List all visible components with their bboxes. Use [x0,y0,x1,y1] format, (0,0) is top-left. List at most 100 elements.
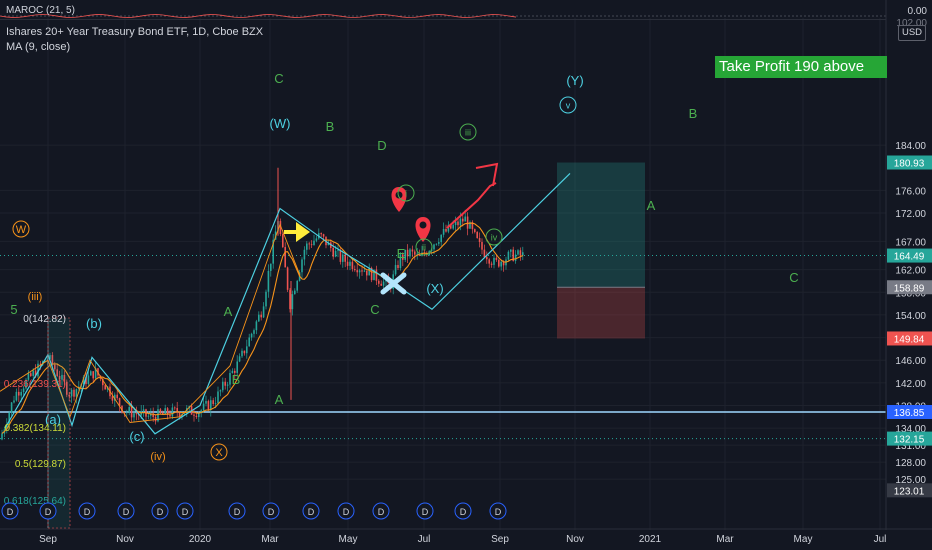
candle-body [37,363,39,377]
candle-body [409,249,411,257]
candle-body [6,424,8,430]
dividend-marker [1,502,19,520]
price-tick: 167.00 [895,237,926,248]
fib-label: 0.5(129.87) [15,459,66,470]
candle-body [510,249,512,252]
candle-body [142,409,145,412]
dividend-marker [372,502,390,520]
candle-body [380,283,382,286]
wave-label: A [275,392,284,407]
candle-body [104,385,106,390]
red-arrowhead-icon [475,162,499,187]
candle-body [279,221,282,235]
candle-body [116,394,118,399]
take-profit-zone [557,162,645,288]
dividend-marker-label: D [268,507,275,517]
candle-body [495,257,498,260]
dividend-marker-label: D [123,507,130,517]
candle-body [68,394,70,397]
red-trend-arrow [446,182,497,229]
indicator-line [0,14,517,18]
fib-label: 0.236(139.31) [4,379,66,390]
candle-body [411,249,414,252]
time-tick: 2020 [189,534,212,545]
candle-body [267,270,270,292]
candle-body [368,267,370,276]
candle-body [126,412,128,414]
wave-label: (iii) [28,291,43,303]
indicator-pane [0,14,886,20]
wave-label: (c) [129,429,144,444]
candle-body [493,257,495,265]
price-tag [887,483,932,498]
wave-labels: 5 C B D A B A C E A B C (iii) (iv) W X (b) (a) (c) (W) (X) (Y… [4,71,799,507]
candle-body [462,218,464,222]
dividend-marker [176,502,194,520]
wave-label: D [377,138,386,153]
wave-circle [459,123,477,141]
candle-body [164,408,166,415]
wave-line-orange [0,223,301,423]
candle-body [202,403,205,411]
wave-circle [415,238,433,256]
candle-body [310,244,313,246]
candle-body [334,250,337,257]
candle-body [262,306,265,318]
price-tick: 162.00 [895,266,926,277]
candle-body [344,254,346,262]
candle-body [438,242,440,244]
candle-body [349,261,351,266]
candle-body [358,270,361,273]
dividend-marker [228,502,246,520]
location-pin-icon [415,217,431,242]
location-pin-icon [391,187,407,212]
candle-body [337,250,339,252]
candle-body [454,221,457,226]
location-pin-hole [395,191,403,199]
candle-body [183,413,186,415]
candle-body [498,259,500,267]
candle-body [284,247,286,268]
price-tag [887,280,932,295]
candle-body [301,259,303,273]
candle-body [147,415,150,417]
candle-body [303,249,306,260]
candle-body [440,234,442,243]
drawings [0,162,571,530]
candle-body [241,350,243,357]
time-axis[interactable]: Sep Nov 2020 Mar May Jul Sep Nov 2021 Mar May Jul [0,528,932,545]
candle-body [346,261,349,266]
candle-body [39,363,42,365]
candle-body [483,249,486,258]
candle-body [253,330,255,334]
stop-loss-zone [557,287,645,339]
price-tag-label: 136.85 [894,408,925,419]
symbol-title: Ishares 20+ Year Treasury Bond ETF, 1D, … [6,26,264,38]
price-tick: 154.00 [895,311,926,322]
candle-body [397,264,399,269]
price-tag [887,431,932,446]
wave-label: A [224,304,233,319]
candle-body [162,412,164,415]
candle-body [255,321,258,331]
candle-body [399,254,402,269]
candle-body [66,381,68,395]
price-tag [887,248,932,263]
candle-body [522,252,524,256]
dividend-marker [489,502,507,520]
candle-body [478,237,481,242]
candle-body [87,375,90,384]
horizontal-lines [0,255,886,440]
dividend-marker [302,502,320,520]
time-tick: 2021 [639,534,662,545]
candle-body [313,240,315,246]
candle-body [481,241,483,250]
candle-body [464,216,466,222]
currency-badge[interactable]: USD [898,25,926,41]
candle-body [20,391,22,396]
candle-body [294,290,296,295]
dividend-marker-label: D [343,507,350,517]
candle-body [94,368,97,379]
